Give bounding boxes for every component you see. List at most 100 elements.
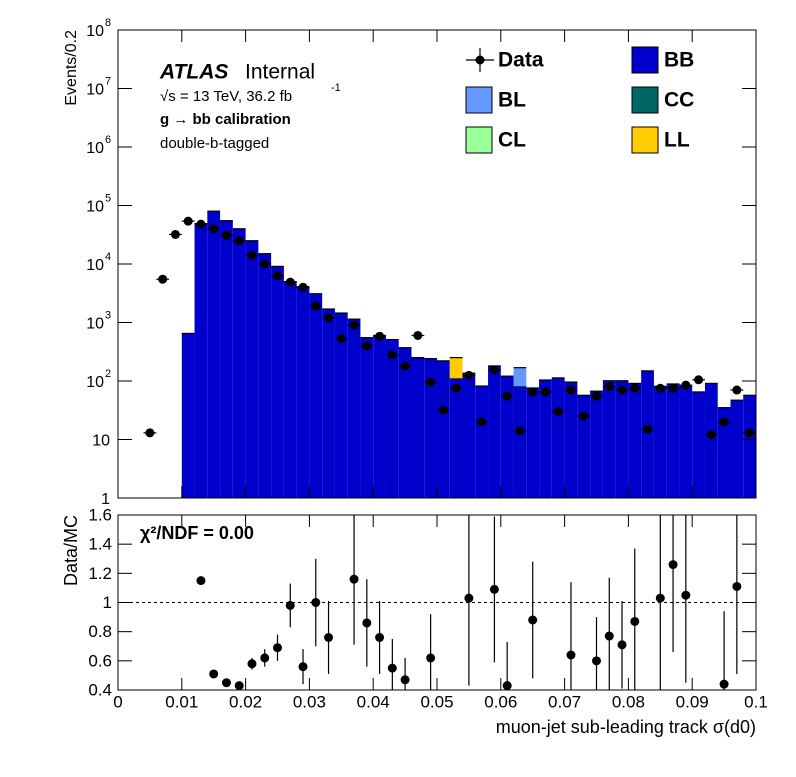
data-point (732, 385, 742, 395)
data-point (540, 387, 550, 397)
data-point (668, 383, 678, 393)
data-point (655, 383, 665, 393)
data-point (247, 250, 257, 260)
histogram-bar (283, 281, 297, 498)
y-tick-exponent: 2 (105, 368, 111, 380)
selection-label: g → bb calibration (160, 111, 291, 128)
histogram-bar (551, 377, 565, 498)
histogram-bar (411, 357, 425, 498)
ratio-y-axis-label: Data/MC (61, 515, 81, 586)
histogram-bar (449, 357, 463, 379)
y-tick-label: 1.6 (88, 505, 112, 524)
data-point (464, 370, 474, 380)
y-tick-label: 1.4 (88, 535, 112, 554)
ratio-point (604, 631, 614, 641)
y-tick-label: 10 (86, 140, 104, 157)
histogram-bar (692, 391, 705, 498)
y-tick-label: 1.2 (88, 564, 112, 583)
ratio-point (285, 600, 295, 610)
y-tick-label: 10 (86, 82, 104, 99)
legend-label: CL (498, 129, 526, 152)
data-point (413, 330, 423, 340)
histogram-bar (513, 367, 527, 387)
ratio-point (324, 633, 334, 642)
data-point (528, 387, 538, 397)
ratio-plot-area (118, 515, 756, 690)
data-point (579, 411, 589, 421)
histogram-bar (322, 309, 335, 498)
histogram-bar (296, 286, 310, 498)
ratio-point (681, 590, 691, 600)
histogram-bar (220, 220, 233, 498)
data-point (643, 424, 653, 434)
histogram-bar (526, 387, 540, 498)
histogram-bar (539, 380, 552, 498)
data-point (745, 428, 755, 438)
ratio-point (655, 593, 665, 603)
y-axis-label: Events/0.2 (63, 30, 80, 106)
data-point (400, 361, 410, 371)
legend-swatch (631, 126, 659, 154)
y-tick-exponent: 6 (105, 134, 111, 146)
ratio-point (426, 653, 436, 663)
x-tick-label: 0.01 (165, 692, 198, 711)
data-point (260, 259, 270, 269)
data-point (349, 320, 359, 330)
histogram-bar (181, 333, 195, 498)
data-point (285, 277, 295, 287)
y-tick-label: 1 (101, 491, 110, 508)
y-tick-label: 1 (103, 593, 112, 612)
ratio-point (196, 576, 206, 586)
y-tick-label: 10 (86, 23, 104, 40)
ratio-point (362, 618, 372, 628)
energy-exponent: -1 (331, 82, 341, 94)
histogram-bar (309, 293, 323, 498)
x-tick-label: 0.07 (548, 692, 581, 711)
ratio-point (732, 581, 742, 591)
y-tick-label: 0.8 (88, 622, 112, 641)
histogram-bar (360, 337, 374, 498)
data-point (630, 383, 640, 393)
legend-label: LL (664, 129, 690, 152)
data-point (375, 331, 385, 341)
top-plot-area (143, 210, 756, 498)
histogram-bar (488, 365, 501, 498)
tagging-label: double-b-tagged (160, 135, 269, 152)
data-point (183, 216, 193, 226)
histogram-bar (347, 319, 361, 498)
histogram-bar (232, 228, 246, 498)
legend: Data BB BL CC CL LL (465, 46, 694, 154)
chi2-annotation: χ²/NDF = 0.00 (140, 523, 254, 543)
legend-data-marker (475, 55, 485, 65)
data-point (362, 341, 372, 351)
ratio-point (387, 663, 397, 673)
x-tick-label: 0.06 (484, 692, 517, 711)
histogram-bar (194, 223, 208, 498)
ratio-point (247, 659, 257, 669)
y-tick-label: 10 (86, 374, 104, 391)
data-point (387, 350, 397, 360)
histogram-bar (743, 395, 756, 498)
legend-swatch (465, 126, 493, 154)
ratio-point (668, 560, 678, 570)
ratio-point (617, 640, 627, 650)
data-point (451, 383, 461, 393)
histogram-bar (334, 313, 348, 498)
data-point (502, 391, 512, 401)
histogram-bar (373, 335, 386, 498)
legend-label: BL (498, 89, 526, 112)
y-tick-label: 0.6 (88, 651, 112, 670)
histogram-bar (475, 386, 489, 498)
histogram-bar (207, 211, 221, 498)
ratio-point (592, 656, 601, 666)
y-tick-exponent: 7 (105, 75, 111, 87)
y-tick-label: 0.4 (88, 680, 112, 699)
data-point (298, 282, 308, 292)
data-point (592, 391, 601, 401)
x-tick-label: 0.04 (357, 692, 390, 711)
x-tick-label: 0.08 (612, 692, 645, 711)
data-point (324, 313, 334, 323)
data-point (145, 428, 155, 438)
data-point (617, 385, 627, 395)
